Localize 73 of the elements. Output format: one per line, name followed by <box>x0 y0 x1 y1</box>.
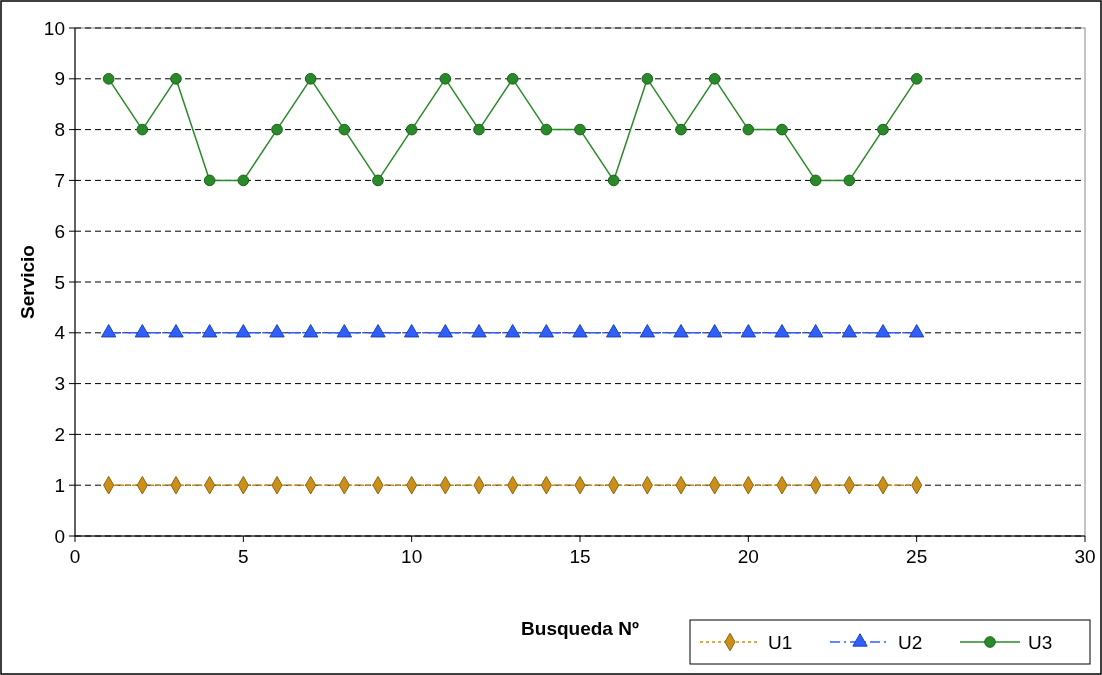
point <box>908 324 925 338</box>
point <box>809 174 822 187</box>
y-axis-title: Servicio <box>17 245 38 319</box>
y-tick-label: 9 <box>54 68 65 90</box>
point <box>675 123 687 136</box>
point <box>473 123 485 136</box>
point <box>405 123 418 136</box>
point <box>203 174 216 187</box>
point <box>607 174 620 187</box>
point <box>102 72 115 85</box>
point <box>271 123 283 136</box>
point <box>506 72 519 85</box>
legend-label: U3 <box>1028 631 1053 653</box>
point <box>910 72 923 85</box>
point <box>540 123 553 136</box>
x-tick-label: 30 <box>1074 546 1096 567</box>
y-tick-label: 3 <box>54 373 65 395</box>
y-tick-label: 10 <box>43 17 65 39</box>
point <box>706 324 723 338</box>
x-tick-label: 0 <box>69 546 81 567</box>
point <box>136 123 149 136</box>
y-tick-label: 8 <box>54 119 65 141</box>
point <box>100 324 117 338</box>
y-tick-label: 4 <box>54 322 66 344</box>
point <box>403 324 420 338</box>
point <box>639 324 656 338</box>
point <box>170 72 182 85</box>
point <box>740 324 757 338</box>
x-tick-label: 25 <box>906 546 928 567</box>
point <box>338 123 351 136</box>
point <box>708 72 721 85</box>
point <box>843 174 856 187</box>
x-tick-label: 15 <box>569 546 591 567</box>
x-axis-title: Busqueda Nº <box>521 618 639 639</box>
legend-label: U1 <box>768 631 793 653</box>
point <box>673 324 689 338</box>
y-tick-label: 2 <box>54 424 65 446</box>
point <box>304 72 317 85</box>
point <box>641 72 654 85</box>
legend-label: U2 <box>898 631 923 653</box>
point <box>807 324 824 338</box>
x-tick-label: 5 <box>238 546 249 567</box>
point <box>336 324 353 338</box>
point <box>235 324 252 338</box>
point <box>572 324 588 338</box>
point <box>370 324 386 338</box>
point <box>237 174 250 187</box>
x-tick-label: 20 <box>737 546 759 567</box>
point <box>504 324 521 338</box>
y-tick-label: 5 <box>54 271 65 293</box>
point <box>439 72 452 85</box>
y-tick-label: 1 <box>54 474 65 496</box>
point <box>437 324 454 338</box>
point <box>471 324 487 338</box>
point <box>774 324 790 338</box>
point <box>742 123 755 136</box>
y-tick-label: 7 <box>54 170 65 192</box>
point <box>201 324 218 338</box>
point <box>875 324 891 338</box>
point <box>538 324 555 338</box>
y-tick-label: 6 <box>54 220 65 242</box>
point <box>168 324 184 338</box>
point <box>605 324 622 338</box>
y-tick-label: 0 <box>54 525 65 547</box>
point <box>372 174 384 187</box>
point <box>574 123 586 136</box>
point <box>776 123 788 136</box>
point <box>841 324 858 338</box>
point <box>269 324 285 338</box>
point <box>302 324 319 338</box>
x-tick-label: 10 <box>401 546 423 567</box>
point <box>877 123 889 136</box>
point <box>134 324 151 338</box>
